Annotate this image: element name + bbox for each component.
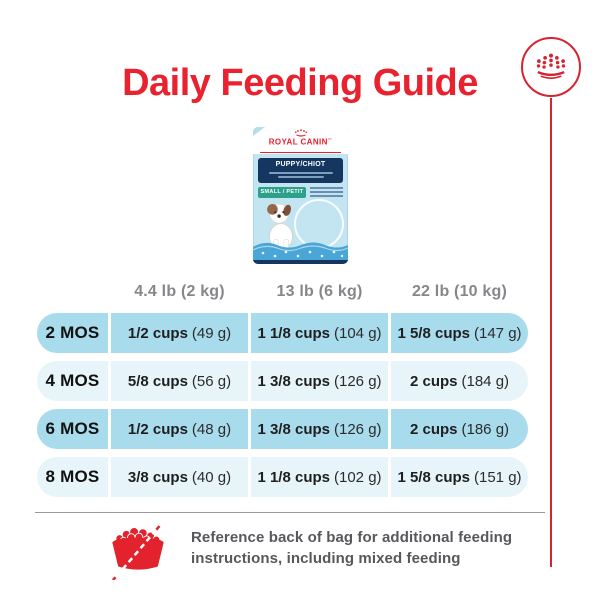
bag-top-panel: ROYAL CANIN™ (253, 127, 348, 154)
feeding-amount: 2 cups (184 g) (391, 361, 528, 401)
trademark-symbol: ™ (327, 137, 333, 142)
footnote-line-2: instructions, including mixed feeding (191, 550, 461, 567)
table-row: 4 MOS 5/8 cups (56 g) 1 3/8 cups (126 g) 2… (0, 361, 600, 401)
decorative-vertical-line (550, 98, 552, 567)
table-row: 2 MOS 1/2 cups (49 g) 1 1/8 cups (104 g) 1… (0, 313, 600, 353)
table-row: 8 MOS 3/8 cups (40 g) 1 1/8 cups (102 g) 1… (0, 457, 600, 497)
feeding-amount: 1 1/8 cups (102 g) (251, 457, 388, 497)
column-header-weight-3: 22 lb (10 kg) (411, 283, 508, 300)
feeding-amount: 1 5/8 cups (151 g) (391, 457, 528, 497)
feeding-amount: 1 3/8 cups (126 g) (251, 409, 388, 449)
bag-red-rule (260, 152, 341, 153)
bag-product-band: PUPPY/CHIOT (258, 158, 343, 183)
age-label: 8 MOS (37, 457, 108, 497)
feeding-amount: 1 5/8 cups (147 g) (391, 313, 528, 353)
feeding-amount: 1/2 cups (49 g) (111, 313, 248, 353)
age-label: 4 MOS (37, 361, 108, 401)
footnote-text: Reference back of bag for additional fee… (191, 527, 521, 569)
bag-size-badge: SMALL / PETIT (258, 187, 306, 198)
royal-canin-crest (521, 37, 581, 97)
feeding-amount: 1 3/8 cups (126 g) (251, 361, 388, 401)
bag-fold-corner (253, 127, 265, 136)
feeding-amount: 5/8 cups (56 g) (111, 361, 248, 401)
bag-brand-name: ROYAL CANIN™ (268, 137, 333, 147)
feeding-amount: 1 1/8 cups (104 g) (251, 313, 388, 353)
column-header-weight-2: 13 lb (6 kg) (276, 283, 363, 300)
feeding-amount: 2 cups (186 g) (391, 409, 528, 449)
feeding-amount: 3/8 cups (40 g) (111, 457, 248, 497)
age-label: 6 MOS (37, 409, 108, 449)
food-bowl-icon (111, 523, 164, 580)
bag-small-text-bar (277, 176, 324, 178)
crown-icon (294, 129, 307, 137)
bag-side-text-block (310, 187, 343, 198)
product-bag: ROYAL CANIN™ PUPPY/CHIOT SMALL / PETIT (253, 127, 348, 264)
footnote-divider (35, 512, 545, 513)
bag-product-name: PUPPY/CHIOT (275, 161, 326, 168)
bag-small-text-bar (268, 172, 333, 174)
feeding-amount: 1/2 cups (48 g) (111, 409, 248, 449)
footnote-line-1: Reference back of bag for additional fee… (191, 529, 513, 546)
kibble-wave-graphic (253, 242, 348, 264)
puppy-illustration (267, 203, 293, 251)
crown-icon (536, 53, 566, 79)
page-title: Daily Feeding Guide (122, 62, 478, 104)
column-header-weight-1: 4.4 lb (2 kg) (134, 283, 225, 300)
age-label: 2 MOS (37, 313, 108, 353)
table-row: 6 MOS 1/2 cups (48 g) 1 3/8 cups (126 g) 2… (0, 409, 600, 449)
